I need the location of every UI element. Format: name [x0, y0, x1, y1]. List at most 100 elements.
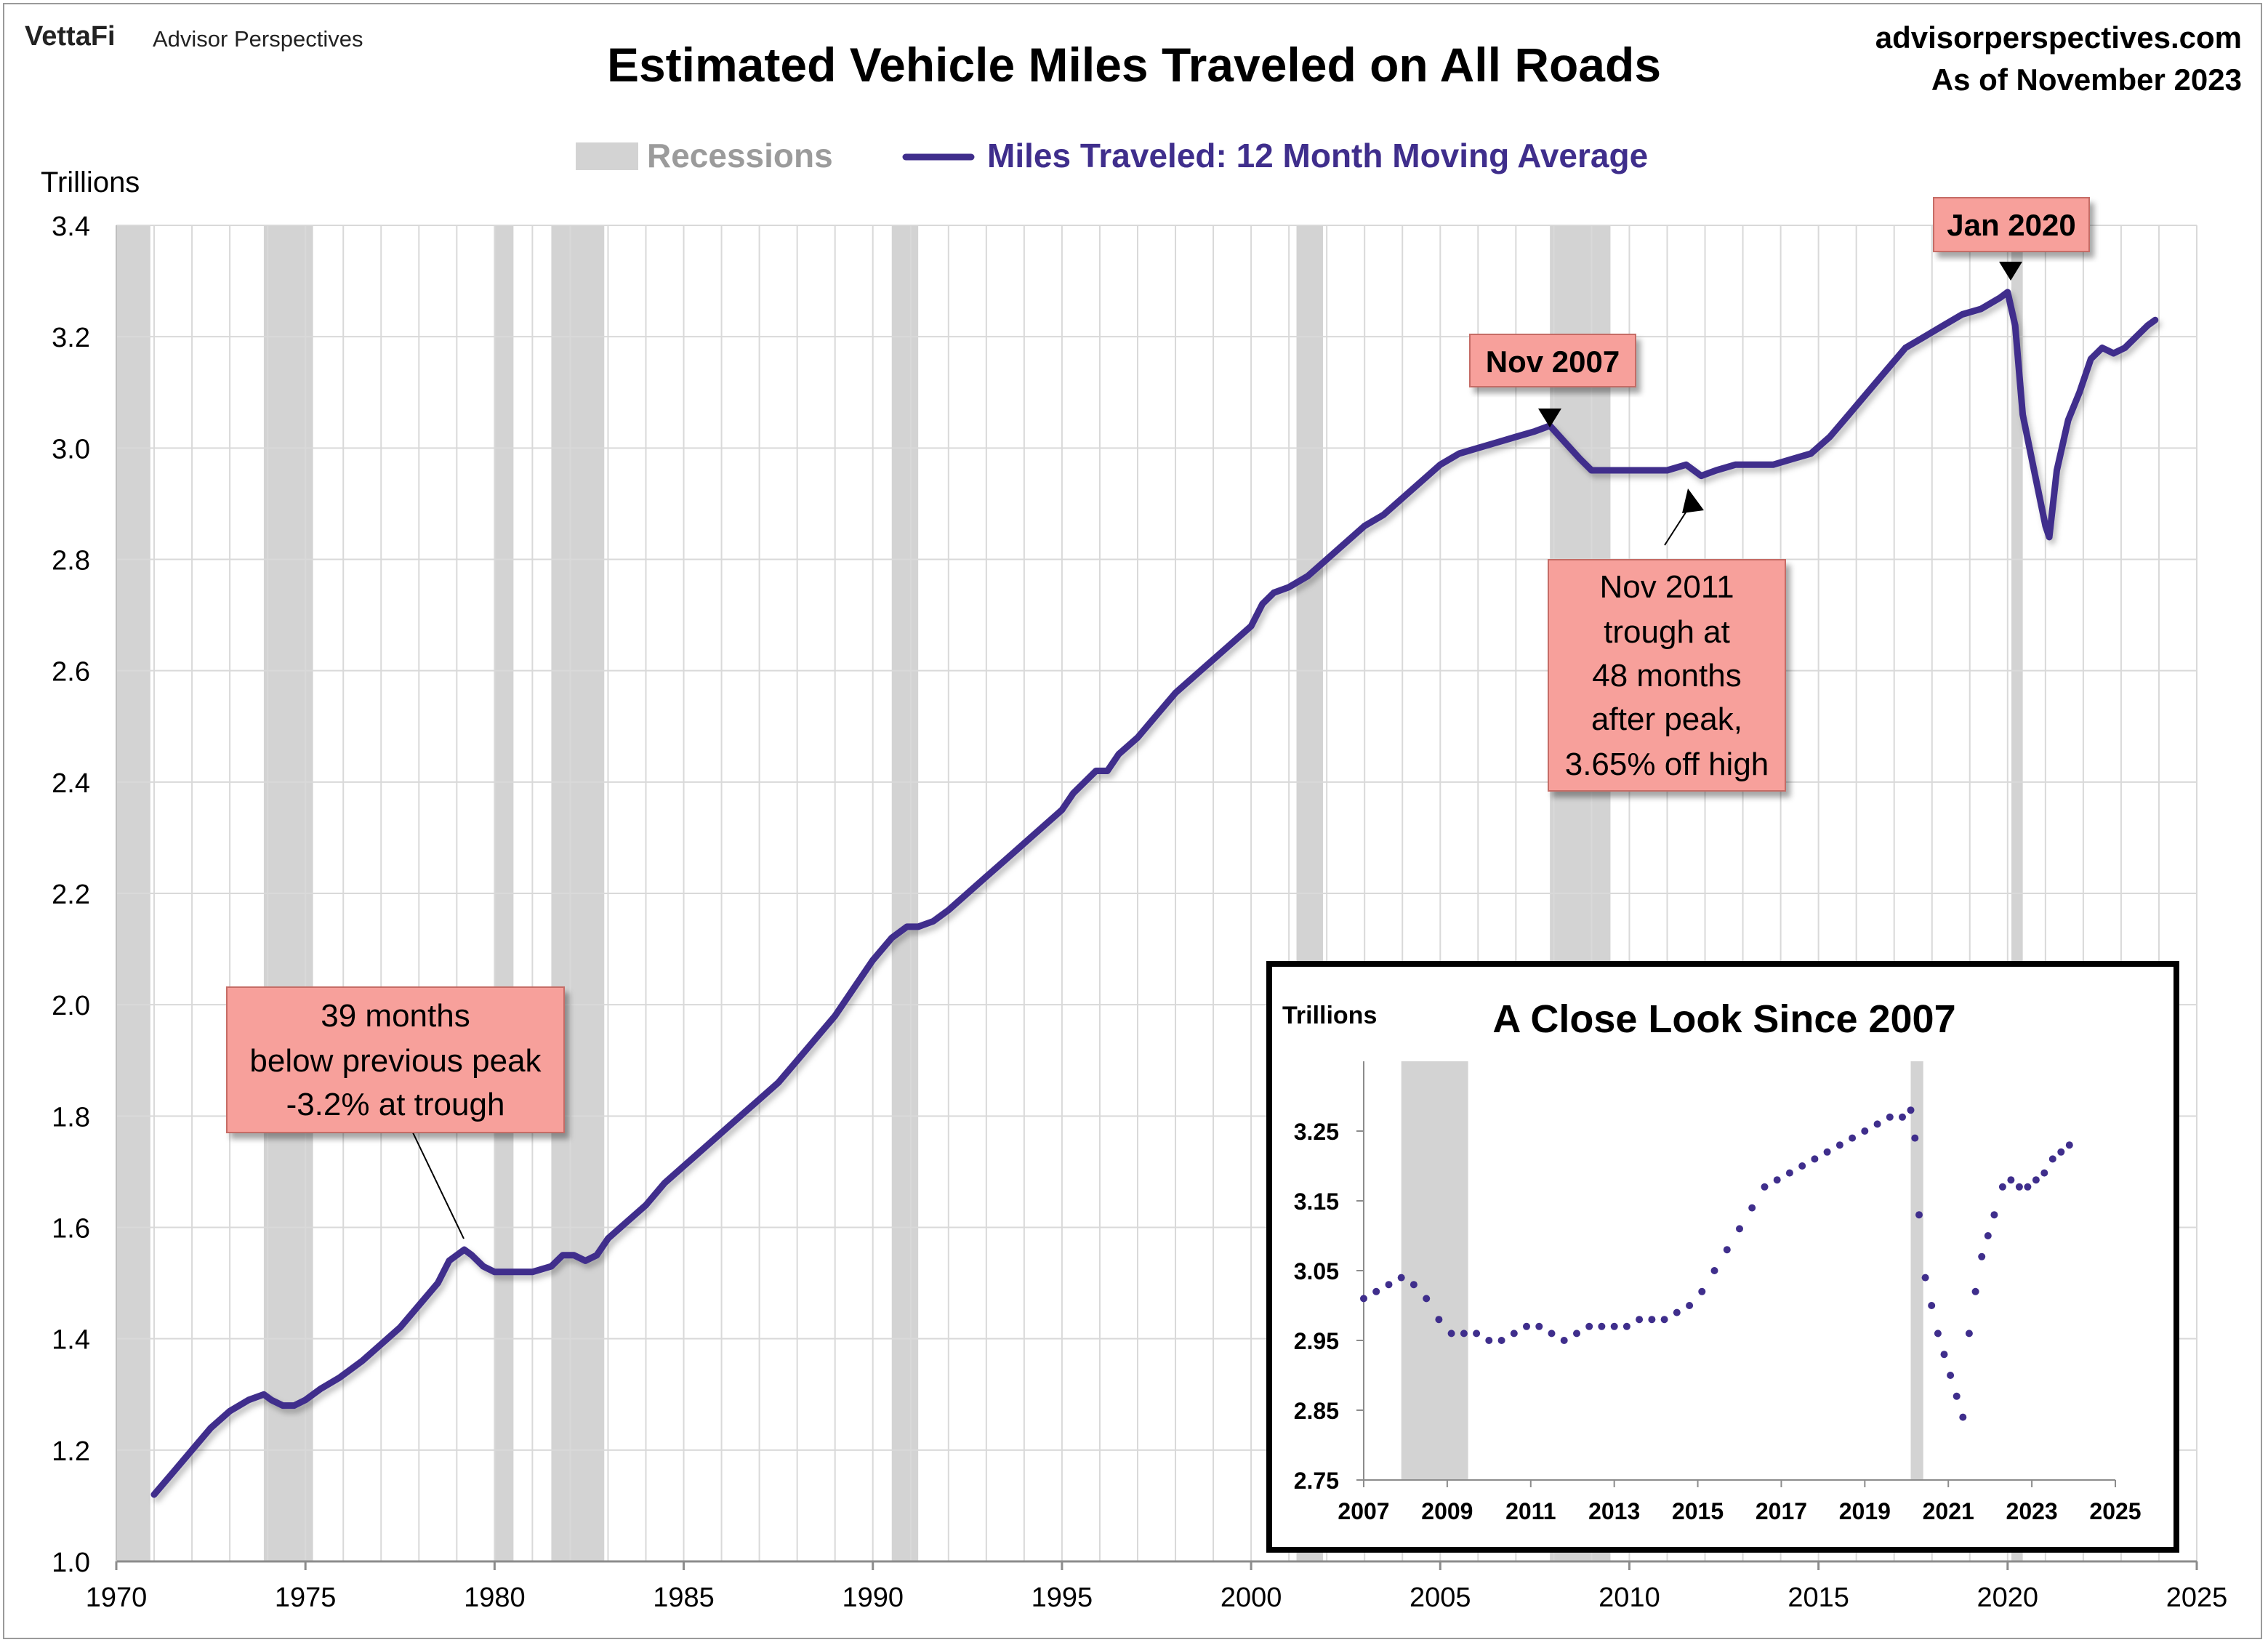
- x-tick-label: 1995: [1032, 1582, 1093, 1613]
- brand-subtitle: Advisor Perspectives: [153, 26, 363, 52]
- inset-data-point: [1435, 1316, 1443, 1324]
- inset-data-point: [1473, 1330, 1481, 1338]
- inset-x-tick-label: 2023: [2006, 1498, 2058, 1524]
- inset-data-point: [1998, 1183, 2006, 1191]
- inset-data-point: [1622, 1322, 1630, 1330]
- main-gridlines: [116, 225, 2197, 1563]
- y-tick-label: 2.8: [52, 546, 90, 576]
- inset-data-point: [1953, 1392, 1961, 1400]
- peak-2007-callout: [1469, 334, 1636, 387]
- y-tick-label: 1.8: [52, 1102, 90, 1133]
- peak-2020-callout: [1933, 197, 2090, 252]
- y-tick-label: 3.0: [52, 434, 90, 464]
- inset-data-point: [1971, 1287, 1979, 1295]
- inset-data-point: [1523, 1322, 1530, 1330]
- inset-data-point: [1460, 1330, 1468, 1338]
- inset-data-point: [1573, 1330, 1580, 1338]
- inset-data-point: [1610, 1322, 1618, 1330]
- inset-data-point: [1410, 1281, 1418, 1289]
- inset-data-point: [1673, 1308, 1681, 1316]
- main-tick-labels: 1.0 1.2 1.4 1.6 1.8 2.0 2.2 2.4 2.6 2.8 3.0 3.2 3.4 1…: [52, 212, 2227, 1613]
- inset-data-point: [1915, 1211, 1923, 1219]
- inset-y-tick-label: 2.75: [1294, 1468, 1339, 1494]
- inset-data-point: [1907, 1106, 1915, 1114]
- inset-data-point: [1861, 1127, 1869, 1135]
- trough-2011-line-3: 48 months: [1592, 658, 1741, 693]
- inset-x-tick-label: 2015: [1672, 1498, 1724, 1524]
- inset-data-point: [2048, 1155, 2056, 1163]
- inset-x-tick-label: 2009: [1421, 1498, 1473, 1524]
- trough-2011-line-5: 3.65% off high: [1565, 747, 1769, 782]
- inset-data-point: [1447, 1330, 1455, 1338]
- inset-data-point: [2040, 1169, 2048, 1177]
- inset-data-point: [1947, 1372, 1955, 1379]
- series-line-miles-traveled: [150, 289, 2159, 1498]
- legend-series-label: Miles Traveled: 12 Month Moving Average: [987, 137, 1648, 174]
- trough-1979-line-1: 39 months: [321, 998, 470, 1034]
- inset-y-tick-label: 3.25: [1294, 1119, 1339, 1145]
- inset-data-point: [1873, 1120, 1881, 1128]
- y-tick-label: 3.2: [52, 323, 90, 353]
- inset-data-point: [1990, 1211, 1998, 1219]
- inset-x-tick-label: 2007: [1338, 1498, 1389, 1524]
- inset-data-point: [1928, 1302, 1936, 1309]
- inset-x-tick-label: 2017: [1756, 1498, 1807, 1524]
- annotations: Nov 2007 Jan 2020 Nov 2011 trough at 48 …: [226, 197, 2090, 1239]
- inset-data-point: [1965, 1330, 1973, 1338]
- y-axis-label: Trillions: [41, 166, 140, 198]
- inset-data-point: [1899, 1113, 1906, 1121]
- inset-data-point: [1636, 1316, 1644, 1324]
- y-tick-label: 1.6: [52, 1214, 90, 1244]
- x-tick-label: 2020: [1977, 1582, 2039, 1613]
- main-series: [150, 289, 2159, 1498]
- inset-data-point: [1984, 1232, 1992, 1239]
- peak-2020-label: Jan 2020: [1947, 208, 2075, 242]
- trough-1979-line-3: -3.2% at trough: [286, 1087, 505, 1122]
- inset-data-point: [1761, 1183, 1769, 1191]
- inset-data-point: [1710, 1267, 1718, 1274]
- inset-x-tick-label: 2013: [1588, 1498, 1640, 1524]
- inset-data-point: [1397, 1274, 1405, 1282]
- inset-data-point: [1835, 1141, 1843, 1149]
- y-tick-label: 3.4: [52, 212, 90, 242]
- site-url[interactable]: advisorperspectives.com: [1875, 20, 2242, 55]
- x-tick-label: 2010: [1599, 1582, 1660, 1613]
- inset-x-tick-label: 2021: [1923, 1498, 1974, 1524]
- inset-data-point: [1736, 1225, 1743, 1233]
- inset-data-point: [1686, 1302, 1694, 1309]
- y-tick-label: 2.0: [52, 991, 90, 1021]
- trough-1979-line-2: below previous peak: [249, 1043, 542, 1079]
- inset-data-point: [1385, 1281, 1393, 1289]
- inset-data-point: [1978, 1252, 1986, 1260]
- x-tick-label: 2025: [2166, 1582, 2228, 1613]
- x-tick-label: 2000: [1221, 1582, 1282, 1613]
- y-tick-label: 2.4: [52, 768, 90, 799]
- inset-data-point: [1921, 1274, 1929, 1282]
- inset-data-point: [1849, 1134, 1857, 1142]
- inset-data-point: [2007, 1176, 2015, 1184]
- inset-data-point: [1485, 1337, 1493, 1344]
- inset-data-point: [1548, 1330, 1556, 1338]
- x-tick-label: 2015: [1788, 1582, 1849, 1613]
- inset-title: A Close Look Since 2007: [1492, 997, 1955, 1041]
- inset-data-point: [1798, 1162, 1806, 1170]
- as-of-date: As of November 2023: [1931, 63, 2242, 97]
- inset-data-point: [1811, 1155, 1819, 1163]
- trough-2011-callout: [1548, 559, 1786, 792]
- inset-x-tick-label: 2011: [1505, 1498, 1556, 1524]
- inset-y-tick-label: 3.15: [1294, 1188, 1339, 1215]
- inset-data-point: [2057, 1148, 2065, 1156]
- trough-2011-line-1: Nov 2011: [1599, 569, 1734, 605]
- y-tick-label: 1.0: [52, 1548, 90, 1578]
- x-tick-label: 1990: [842, 1582, 904, 1613]
- trough-2011-line-4: after peak,: [1591, 701, 1742, 737]
- inset-data-point: [1660, 1316, 1668, 1324]
- trough-2011-arrow: [1682, 488, 1704, 513]
- peak-2007-arrow: [1538, 409, 1561, 427]
- inset-recession-band-1: [1910, 1061, 1923, 1480]
- inset-y-tick-label: 3.05: [1294, 1258, 1339, 1284]
- inset-data-point: [2032, 1176, 2040, 1184]
- chart-title: Estimated Vehicle Miles Traveled on All …: [607, 38, 1661, 92]
- x-tick-label: 2005: [1410, 1582, 1471, 1613]
